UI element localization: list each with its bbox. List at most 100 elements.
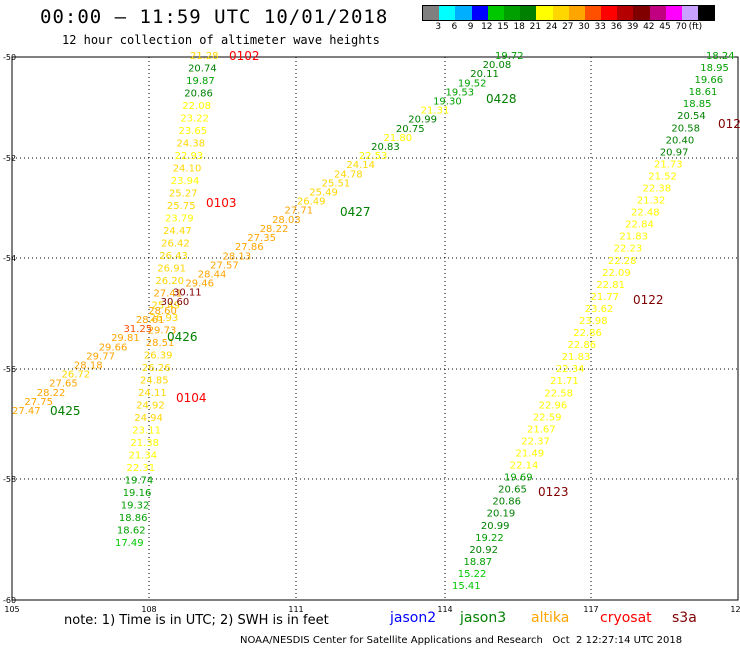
wave-height-label: 17.49 xyxy=(115,538,144,549)
wave-height-label: 24.10 xyxy=(173,163,202,174)
wave-height-label: 22.34 xyxy=(556,364,585,375)
wave-height-label: 23.65 xyxy=(178,126,207,137)
scale-label: 12 xyxy=(481,22,493,32)
wave-height-label: 18.24 xyxy=(706,51,735,62)
wave-height-label: 21.31 xyxy=(421,106,450,117)
wave-height-label: 27.41 xyxy=(153,288,182,299)
credit-line: NOAA/NESDIS Center for Satellite Applica… xyxy=(240,635,683,646)
wave-height-label: 21.80 xyxy=(384,133,413,144)
scale-label: 21 xyxy=(529,22,542,32)
scale-label: 6 xyxy=(451,22,458,32)
wave-height-label: 23.94 xyxy=(171,176,200,187)
wave-height-label: 26.72 xyxy=(62,370,91,381)
pass-time-label: 0425 xyxy=(50,404,81,418)
scale-label: (ft) xyxy=(688,22,703,32)
wave-height-label: 26.42 xyxy=(161,238,190,249)
scale-label: 36 xyxy=(610,22,623,32)
wave-height-label: 24.14 xyxy=(346,160,375,171)
scale-swatch xyxy=(601,6,618,20)
wave-height-label: 21.83 xyxy=(562,352,591,363)
wave-height-label: 15.22 xyxy=(458,569,487,580)
wave-height-label: 19.30 xyxy=(433,97,462,108)
wave-height-label: 20.99 xyxy=(408,115,437,126)
wave-height-label: 30.60 xyxy=(161,297,190,308)
x-tick-label: 108 xyxy=(141,605,156,614)
wave-height-label: 22.31 xyxy=(127,463,156,474)
scale-label: 33 xyxy=(594,22,606,32)
wave-height-label: 24.92 xyxy=(136,401,165,412)
wave-height-label: 21.49 xyxy=(516,449,545,460)
wave-height-label: 22.59 xyxy=(533,412,562,423)
wave-height-label: 27.71 xyxy=(284,206,313,217)
wave-height-label: 21.32 xyxy=(637,196,666,207)
wave-height-label: 25.49 xyxy=(152,301,181,312)
scale-label: 24 xyxy=(545,22,558,32)
wave-height-label: 27.47 xyxy=(12,406,41,417)
map-frame xyxy=(11,56,739,601)
legend-cryosat: cryosat xyxy=(600,610,652,626)
legend-jason3: jason3 xyxy=(460,610,507,626)
wave-height-label: 21.77 xyxy=(591,292,620,303)
wave-height-label: 26.26 xyxy=(142,363,171,374)
wave-height-label: 22.38 xyxy=(643,184,672,195)
footer-note: note: 1) Time is in UTC; 2) SWH is in fe… xyxy=(64,613,329,628)
wave-height-label: 19.66 xyxy=(694,75,723,86)
scale-swatch xyxy=(455,6,472,20)
wave-height-label: 20.11 xyxy=(470,69,499,80)
wave-height-label: 19.16 xyxy=(123,488,152,499)
scale-swatch xyxy=(665,6,682,20)
wave-height-label: 28.22 xyxy=(260,224,289,235)
pass-time-label: 0426 xyxy=(167,330,198,344)
legend-jason2: jason2 xyxy=(390,610,437,626)
wave-height-label: 20.65 xyxy=(498,485,527,496)
x-tick-label: 111 xyxy=(288,605,303,614)
wave-height-label: 19.72 xyxy=(495,51,524,62)
scale-label: 42 xyxy=(643,22,655,32)
scale-swatch xyxy=(536,6,553,20)
y-tick-label: -56 xyxy=(3,365,16,374)
wave-height-label: 26.93 xyxy=(150,313,179,324)
wave-height-label: 20.86 xyxy=(492,497,521,508)
scale-swatch xyxy=(503,6,521,20)
pass-time-label: 0427 xyxy=(340,205,371,219)
wave-height-label: 28.51 xyxy=(146,338,175,349)
wave-height-label: 29.73 xyxy=(148,326,177,337)
scale-swatch xyxy=(471,6,488,20)
wave-height-label: 20.99 xyxy=(481,521,510,532)
wave-height-label: 18.87 xyxy=(464,557,493,568)
wave-height-label: 24.78 xyxy=(334,169,363,180)
wave-height-label: 23.62 xyxy=(585,304,614,315)
wave-height-label: 28.03 xyxy=(272,215,301,226)
wave-height-label: 22.37 xyxy=(521,436,550,447)
wave-height-label: 20.75 xyxy=(396,124,425,135)
legend-altika: altika xyxy=(531,610,570,626)
wave-height-label: 26.49 xyxy=(297,197,326,208)
y-tick-label: -58 xyxy=(3,475,16,484)
wave-height-label: 25.51 xyxy=(322,178,351,189)
wave-height-label: 29.46 xyxy=(185,279,214,290)
scale-swatch xyxy=(423,6,440,20)
wave-height-label: 24.85 xyxy=(140,376,169,387)
wave-height-label: 21.73 xyxy=(654,159,683,170)
pass-time-label: 0103 xyxy=(206,196,237,210)
wave-height-label: 18.95 xyxy=(700,63,729,74)
wave-height-label: 20.74 xyxy=(188,63,217,74)
wave-height-label: 21.52 xyxy=(648,171,677,182)
scale-label: 18 xyxy=(513,22,525,32)
wave-height-label: 21.67 xyxy=(527,424,556,435)
wave-height-label: 20.86 xyxy=(184,88,213,99)
wave-height-label: 22.48 xyxy=(631,208,660,219)
wave-height-label: 23.98 xyxy=(579,316,608,327)
scale-swatch xyxy=(552,6,569,20)
wave-height-label: 21.38 xyxy=(130,438,159,449)
wave-height-label: 28.44 xyxy=(198,269,227,280)
scale-label: 39 xyxy=(626,22,639,32)
wave-height-label: 22.84 xyxy=(625,220,654,231)
wave-height-label: 22.09 xyxy=(602,268,631,279)
map-subtitle: 12 hour collection of altimeter wave hei… xyxy=(62,33,380,47)
wave-height-label: 27.57 xyxy=(210,260,239,271)
wave-height-label: 22.23 xyxy=(614,244,643,255)
wave-height-label: 21.83 xyxy=(619,232,648,243)
wave-height-label: 24.94 xyxy=(134,413,163,424)
scale-label: 15 xyxy=(497,22,509,32)
